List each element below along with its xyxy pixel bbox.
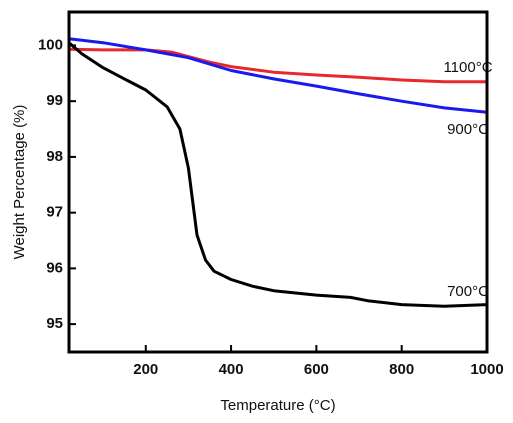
y-axis-label: Weight Percentage (%) [11,105,28,260]
y-tick-label: 95 [46,315,63,332]
series-line [68,37,488,114]
y-tick-label: 96 [46,259,63,276]
x-tick-label: 400 [219,361,244,378]
series-line [68,47,487,84]
series-label: 1100°C [443,59,492,76]
x-tick-label: 200 [133,361,158,378]
series-label: 700°C [447,283,489,300]
x-tick-label: 800 [389,361,414,378]
y-tick-label: 100 [38,36,63,53]
plot-frame [67,10,489,354]
y-tick-label: 97 [46,204,63,221]
x-tick-label: 600 [304,361,329,378]
x-axis-label: Temperature (°C) [220,397,335,414]
series-line [68,41,488,308]
series-label: 900°C [447,121,489,138]
x-tick-label: 1000 [470,361,503,378]
y-tick-label: 99 [46,92,63,109]
y-tick-label: 98 [46,148,63,165]
